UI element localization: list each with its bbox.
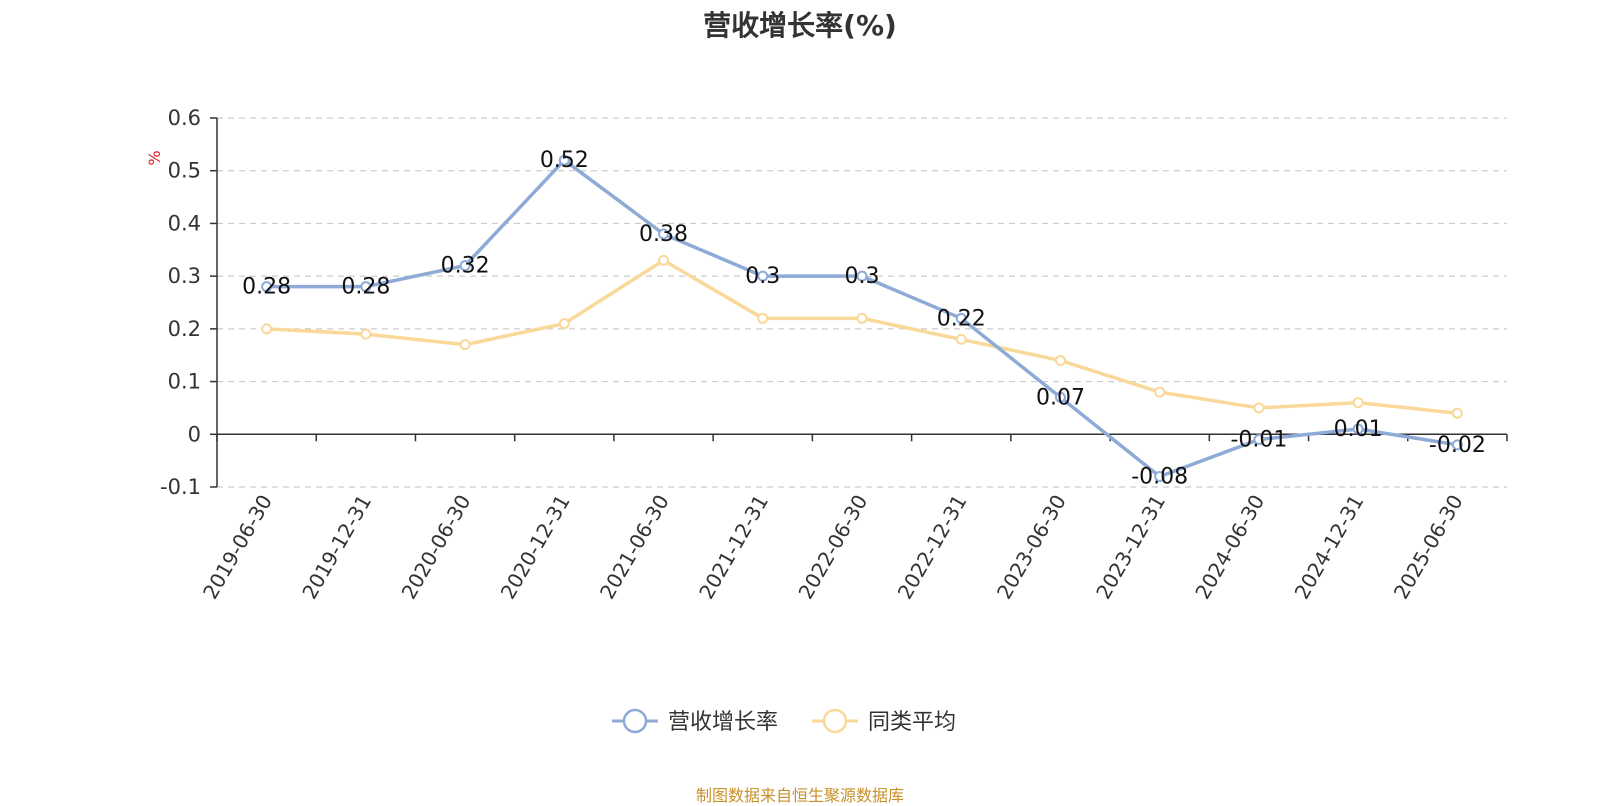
- data-point: [757, 270, 769, 282]
- data-point: [658, 254, 670, 266]
- x-tick-label: 2020-06-30: [397, 490, 476, 603]
- data-point: [261, 323, 273, 335]
- legend-circle-icon: [622, 708, 648, 734]
- y-tick-label: 0.6: [168, 106, 201, 130]
- data-point: [360, 328, 372, 340]
- data-point: [955, 333, 967, 345]
- x-tick-label: 2021-12-31: [694, 491, 773, 604]
- data-point: [360, 281, 372, 293]
- data-point: [658, 228, 670, 240]
- data-point: [955, 312, 967, 324]
- data-point: [459, 339, 471, 351]
- grid-lines: [217, 117, 1507, 488]
- data-point: [1253, 434, 1265, 446]
- data-point: [757, 312, 769, 324]
- axes: -0.1 0 0.1 0.2 0.3 0.4 0.5 0.6 2019-06-30 2019-12…: [145, 106, 1508, 604]
- data-label: -0.02: [1429, 433, 1486, 458]
- data-point: [856, 312, 868, 324]
- data-label: 0.22: [937, 306, 986, 331]
- x-tick-label: 2024-12-31: [1290, 491, 1369, 604]
- source-note: 制图数据来自恒生聚源数据库: [695, 786, 904, 805]
- data-label: -0.01: [1230, 428, 1287, 453]
- legend: 营收增长率 同类平均: [612, 708, 956, 735]
- data-point: [1352, 423, 1364, 435]
- legend-item-revenue-growth: 营收增长率: [668, 710, 778, 735]
- x-tick-label: 2020-12-31: [496, 491, 575, 604]
- data-label: 0.28: [341, 275, 390, 300]
- data-label: 0.3: [845, 264, 880, 289]
- chart-title: 营收增长率(%): [703, 9, 897, 42]
- x-tick-label: 2022-12-31: [893, 490, 972, 603]
- data-point: [1154, 470, 1166, 482]
- data-point: [1054, 391, 1066, 403]
- data-labels: 0.28 0.28 0.32 0.52 0.38 0.3 0.3 0.22 0.07 -0.08 -…: [242, 148, 1486, 489]
- series-lines: [261, 154, 1463, 482]
- y-tick-label: -0.1: [160, 475, 201, 499]
- data-point: [1451, 407, 1463, 419]
- x-tick-label: 2023-06-30: [992, 491, 1071, 604]
- data-label: 0.28: [242, 275, 291, 300]
- y-tick-label: 0: [188, 422, 201, 446]
- y-tick-label: 0.3: [168, 264, 201, 288]
- x-tick-label: 2019-06-30: [198, 491, 277, 604]
- data-point: [558, 318, 570, 330]
- y-axis-label: %: [145, 150, 164, 165]
- data-point: [261, 281, 273, 293]
- data-label: 0.32: [441, 254, 490, 279]
- data-label: -0.08: [1131, 464, 1188, 489]
- y-tick-label: 0.4: [168, 211, 201, 235]
- data-point: [1253, 402, 1265, 414]
- data-label: 0.52: [540, 148, 589, 173]
- data-point: [1154, 386, 1166, 398]
- data-point: [1451, 439, 1463, 451]
- data-point: [558, 154, 570, 166]
- y-tick-label: 0.2: [168, 317, 201, 341]
- y-tick-label: 0.1: [168, 370, 201, 394]
- x-tick-label: 2021-06-30: [595, 491, 674, 604]
- x-tick-label: 2024-06-30: [1190, 491, 1269, 604]
- data-label: 0.3: [745, 264, 780, 289]
- data-point: [856, 270, 868, 282]
- data-label: 0.07: [1036, 385, 1085, 410]
- x-tick-label: 2022-06-30: [793, 491, 872, 604]
- data-point: [1054, 354, 1066, 366]
- legend-item-peer-average: 同类平均: [868, 710, 956, 735]
- x-tick-label: 2019-12-31: [297, 491, 376, 604]
- legend-circle-icon: [822, 708, 848, 734]
- x-tick-label: 2025-06-30: [1389, 491, 1468, 604]
- data-label: 0.38: [639, 222, 688, 247]
- y-tick-label: 0.5: [168, 159, 201, 183]
- data-label: 0.01: [1334, 417, 1383, 442]
- x-tick-label: 2023-12-31: [1091, 491, 1170, 604]
- data-point: [459, 260, 471, 272]
- data-point: [1352, 397, 1364, 409]
